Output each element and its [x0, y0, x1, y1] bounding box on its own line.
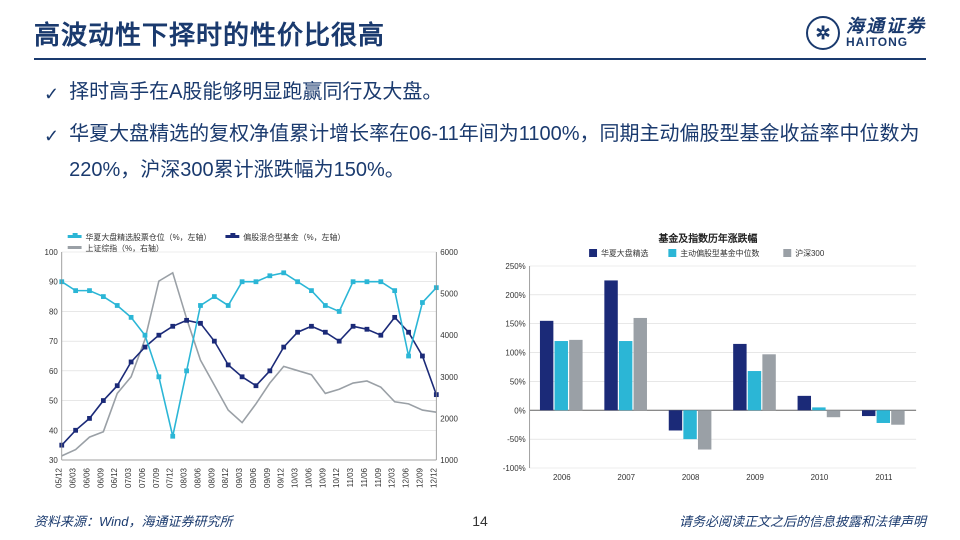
svg-text:3000: 3000 — [440, 373, 458, 382]
svg-text:华夏大盘精选: 华夏大盘精选 — [601, 248, 649, 258]
svg-text:09/03: 09/03 — [235, 467, 244, 488]
svg-text:250%: 250% — [505, 262, 525, 271]
svg-text:100%: 100% — [505, 349, 525, 358]
svg-text:10/12: 10/12 — [332, 467, 341, 488]
svg-text:2007: 2007 — [617, 473, 635, 482]
svg-text:6000: 6000 — [440, 248, 458, 257]
page-title: 高波动性下择时的性价比很高 — [34, 15, 385, 52]
svg-text:11/09: 11/09 — [374, 467, 383, 487]
svg-text:06/06: 06/06 — [83, 467, 92, 488]
svg-text:06/12: 06/12 — [110, 467, 119, 488]
list-item: ✓ 华夏大盘精选的复权净值累计增长率在06-11年间为1100%，同期主动偏股型… — [34, 116, 926, 188]
footer-legal: 请务必阅读正文之后的信息披露和法律声明 — [679, 511, 926, 530]
check-icon: ✓ — [44, 120, 59, 188]
svg-text:1000: 1000 — [440, 456, 458, 465]
svg-text:50%: 50% — [510, 377, 526, 386]
svg-text:09/09: 09/09 — [263, 467, 272, 488]
svg-text:2009: 2009 — [746, 473, 764, 482]
svg-text:11/06: 11/06 — [360, 467, 369, 487]
list-item: ✓ 择时高手在A股能够明显跑赢同行及大盘。 — [34, 74, 926, 110]
svg-text:60: 60 — [49, 367, 58, 376]
svg-text:2010: 2010 — [811, 473, 829, 482]
svg-text:150%: 150% — [505, 320, 525, 329]
svg-text:08/09: 08/09 — [207, 467, 216, 488]
svg-text:2011: 2011 — [875, 473, 893, 482]
svg-text:80: 80 — [49, 307, 58, 316]
svg-text:主动偏股型基金中位数: 主动偏股型基金中位数 — [680, 248, 759, 258]
svg-text:10/06: 10/06 — [304, 467, 313, 488]
svg-text:偏股混合型基金（%，左轴）: 偏股混合型基金（%，左轴） — [243, 232, 345, 242]
svg-text:90: 90 — [49, 278, 58, 287]
svg-text:上证综指（%，右轴）: 上证综指（%，右轴） — [86, 243, 164, 253]
svg-text:10/09: 10/09 — [318, 467, 327, 488]
svg-text:08/06: 08/06 — [194, 467, 203, 488]
svg-text:10/03: 10/03 — [291, 467, 300, 488]
svg-text:40: 40 — [49, 426, 58, 435]
svg-text:06/09: 06/09 — [96, 467, 105, 488]
svg-text:07/03: 07/03 — [124, 467, 133, 488]
svg-text:2006: 2006 — [553, 473, 571, 482]
svg-text:-50%: -50% — [507, 435, 525, 444]
svg-text:09/12: 09/12 — [277, 467, 286, 488]
logo-cn: 海通证券 — [846, 17, 926, 36]
svg-text:07/12: 07/12 — [166, 467, 175, 488]
svg-text:基金及指数历年涨跌幅: 基金及指数历年涨跌幅 — [658, 232, 758, 245]
bullet-text: 择时高手在A股能够明显跑赢同行及大盘。 — [69, 74, 442, 110]
svg-text:12/12: 12/12 — [429, 467, 438, 488]
svg-text:12/03: 12/03 — [388, 467, 397, 488]
check-icon: ✓ — [44, 78, 59, 110]
bullet-text: 华夏大盘精选的复权净值累计增长率在06-11年间为1100%，同期主动偏股型基金… — [69, 116, 926, 188]
brand-logo: ✲ 海通证券 HAITONG — [806, 16, 926, 50]
svg-text:沪深300: 沪深300 — [795, 248, 825, 258]
svg-text:30: 30 — [49, 456, 58, 465]
svg-text:09/06: 09/06 — [249, 467, 258, 488]
svg-text:0%: 0% — [514, 406, 525, 415]
svg-text:12/06: 12/06 — [402, 467, 411, 488]
svg-text:200%: 200% — [505, 291, 525, 300]
svg-text:2008: 2008 — [682, 473, 700, 482]
svg-text:2000: 2000 — [440, 414, 458, 423]
svg-text:07/06: 07/06 — [138, 467, 147, 488]
svg-text:70: 70 — [49, 337, 58, 346]
svg-text:100: 100 — [45, 248, 59, 257]
footer-source: 资料来源：Wind，海通证券研究所 — [34, 511, 233, 530]
svg-text:-100%: -100% — [503, 464, 526, 473]
logo-icon: ✲ — [806, 16, 840, 50]
svg-text:5000: 5000 — [440, 290, 458, 299]
svg-text:06/03: 06/03 — [69, 467, 78, 488]
svg-text:4000: 4000 — [440, 331, 458, 340]
svg-text:08/12: 08/12 — [221, 467, 230, 488]
footer-page: 14 — [472, 513, 488, 529]
svg-text:05/12: 05/12 — [55, 467, 64, 488]
bullet-list: ✓ 择时高手在A股能够明显跑赢同行及大盘。 ✓ 华夏大盘精选的复权净值累计增长率… — [34, 74, 926, 188]
svg-text:08/03: 08/03 — [180, 467, 189, 488]
svg-text:华夏大盘精选股票仓位（%，左轴）: 华夏大盘精选股票仓位（%，左轴） — [86, 232, 212, 242]
svg-text:11/03: 11/03 — [346, 467, 355, 487]
logo-en: HAITONG — [846, 36, 926, 49]
svg-text:07/09: 07/09 — [152, 467, 161, 488]
title-underline — [34, 58, 926, 60]
line-chart: 30 40 50 60 70 80 90 100 1000 2000 3000 4000 5000 600… — [34, 230, 470, 490]
bar-chart: 基金及指数历年涨跌幅 -100% -50% 0% 50% 100% 150% 200% 250%… — [490, 230, 926, 490]
svg-text:12/09: 12/09 — [415, 467, 424, 488]
svg-text:50: 50 — [49, 397, 58, 406]
